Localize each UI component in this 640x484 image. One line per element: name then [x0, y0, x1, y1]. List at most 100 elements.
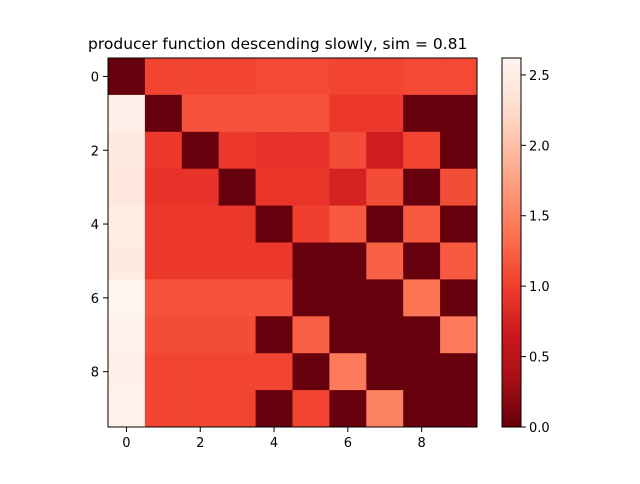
heatmap-cell-r4-c9	[440, 205, 478, 243]
heatmap-cell-r1-c4	[255, 94, 293, 133]
heatmap-cell-r5-c7	[366, 242, 404, 280]
heatmap-cell-r8-c4	[255, 353, 293, 391]
heatmap-cell-r6-c8	[403, 279, 441, 317]
colorbar	[501, 57, 522, 428]
y-tick-label: 8	[91, 366, 99, 381]
heatmap-cell-r6-c2	[181, 279, 220, 317]
heatmap-cell-r7-c0	[108, 316, 146, 354]
heatmap-cell-r2-c4	[255, 131, 293, 170]
heatmap-cell-r9-c2	[181, 390, 220, 428]
heatmap-cell-r8-c7	[366, 353, 404, 391]
heatmap-cell-r4-c3	[218, 205, 256, 243]
heatmap-cell-r7-c3	[218, 316, 256, 354]
heatmap-cell-r5-c3	[218, 242, 256, 280]
heatmap-cell-r9-c8	[403, 390, 441, 428]
heatmap-cell-r2-c9	[440, 131, 478, 170]
heatmap-cell-r5-c6	[329, 242, 367, 280]
heatmap-cell-r5-c2	[181, 242, 220, 280]
heatmap-cell-r3-c5	[292, 168, 330, 206]
heatmap-cell-r1-c8	[403, 94, 441, 133]
heatmap-cell-r0-c9	[440, 58, 478, 96]
heatmap-cell-r9-c5	[292, 390, 330, 428]
heatmap-cell-r4-c7	[366, 205, 404, 243]
heatmap-cell-r0-c4	[255, 58, 293, 96]
colorbar-tick-label: 1.0	[529, 280, 550, 295]
heatmap-cell-r5-c4	[255, 242, 293, 280]
x-tick-label: 6	[344, 436, 352, 451]
heatmap-cell-r2-c1	[144, 131, 183, 170]
heatmap-cell-r0-c7	[366, 58, 404, 96]
heatmap-cell-r6-c0	[108, 279, 146, 317]
heatmap-cell-r2-c6	[329, 131, 367, 170]
heatmap-cell-r2-c0	[108, 131, 146, 170]
heatmap-cell-r5-c5	[292, 242, 330, 280]
colorbar-tick-label: 2.0	[529, 139, 550, 154]
heatmap-cell-r2-c3	[218, 131, 256, 170]
heatmap-cell-r6-c6	[329, 279, 367, 317]
heatmap-cell-r7-c7	[366, 316, 404, 354]
heatmap-cell-r2-c7	[366, 131, 404, 170]
x-tick-label: 2	[196, 436, 204, 451]
y-tick-label: 0	[91, 70, 99, 85]
y-tick-label: 2	[91, 144, 99, 159]
heatmap-cell-r0-c8	[403, 58, 441, 96]
heatmap-cell-r4-c4	[255, 205, 293, 243]
colorbar-axis: 0.0 0.5 1.0 1.5 2.0 2.5	[521, 69, 550, 436]
heatmap-cell-r5-c1	[144, 242, 183, 280]
heatmap-cell-r0-c6	[329, 58, 367, 96]
heatmap-cell-r7-c4	[255, 316, 293, 354]
heatmap-cell-r3-c8	[403, 168, 441, 206]
heatmap-cell-r1-c0	[108, 94, 146, 133]
heatmap-cell-r8-c5	[292, 353, 330, 391]
heatmap-cell-r4-c1	[144, 205, 183, 243]
heatmap-cell-r9-c7	[366, 390, 404, 428]
colorbar-tick-label: 2.5	[529, 69, 550, 84]
heatmap-cell-r5-c0	[108, 242, 146, 280]
heatmap-cell-r0-c5	[292, 58, 330, 96]
heatmap-cell-r1-c9	[440, 94, 478, 133]
heatmap-cell-r3-c6	[329, 168, 367, 206]
colorbar-tick-label: 1.5	[529, 210, 550, 225]
x-tick-label: 4	[270, 436, 278, 451]
heatmap-cell-r6-c5	[292, 279, 330, 317]
colorbar-tick-label: 0.5	[529, 351, 550, 366]
heatmap-cell-r9-c9	[440, 390, 478, 428]
heatmap-cell-r2-c8	[403, 131, 441, 170]
heatmap-cell-r5-c8	[403, 242, 441, 280]
heatmap-cell-r9-c3	[218, 390, 256, 428]
heatmap-cell-r3-c7	[366, 168, 404, 206]
heatmap-cell-r8-c3	[218, 353, 256, 391]
heatmap-cell-r1-c2	[181, 94, 220, 133]
colorbar-tick-label: 0.0	[529, 421, 550, 436]
y-tick-label: 4	[91, 218, 99, 233]
heatmap-cell-r6-c3	[218, 279, 256, 317]
heatmap-cell-r3-c0	[108, 168, 146, 206]
heatmap-cell-r0-c1	[144, 58, 183, 96]
heatmap-cell-r7-c9	[440, 316, 478, 354]
heatmap-cell-r8-c9	[440, 353, 478, 391]
heatmap-cell-r4-c6	[329, 205, 367, 243]
heatmap-cell-r3-c2	[181, 168, 220, 206]
chart-title: producer function descending slowly, sim…	[88, 35, 467, 53]
heatmap-cell-r9-c4	[255, 390, 293, 428]
heatmap-cell-r1-c6	[329, 94, 367, 133]
heatmap-cell-r1-c1	[144, 94, 183, 133]
heatmap-cell-r3-c1	[144, 168, 183, 206]
heatmap-cell-r7-c2	[181, 316, 220, 354]
heatmap-cell-r7-c6	[329, 316, 367, 354]
heatmap-cell-r6-c7	[366, 279, 404, 317]
heatmap-cell-r7-c5	[292, 316, 330, 354]
heatmap-cell-r3-c4	[255, 168, 293, 206]
heatmap-cell-r4-c0	[108, 205, 146, 243]
heatmap-cell-r7-c8	[403, 316, 441, 354]
heatmap-cell-r4-c2	[181, 205, 220, 243]
heatmap-cells	[108, 58, 478, 428]
x-tick-label: 8	[418, 436, 426, 451]
heatmap-cell-r8-c2	[181, 353, 220, 391]
heatmap-cell-r2-c2	[181, 131, 220, 170]
x-tick-label: 0	[122, 436, 130, 451]
y-tick-label: 6	[91, 292, 99, 307]
heatmap-cell-r2-c5	[292, 131, 330, 170]
